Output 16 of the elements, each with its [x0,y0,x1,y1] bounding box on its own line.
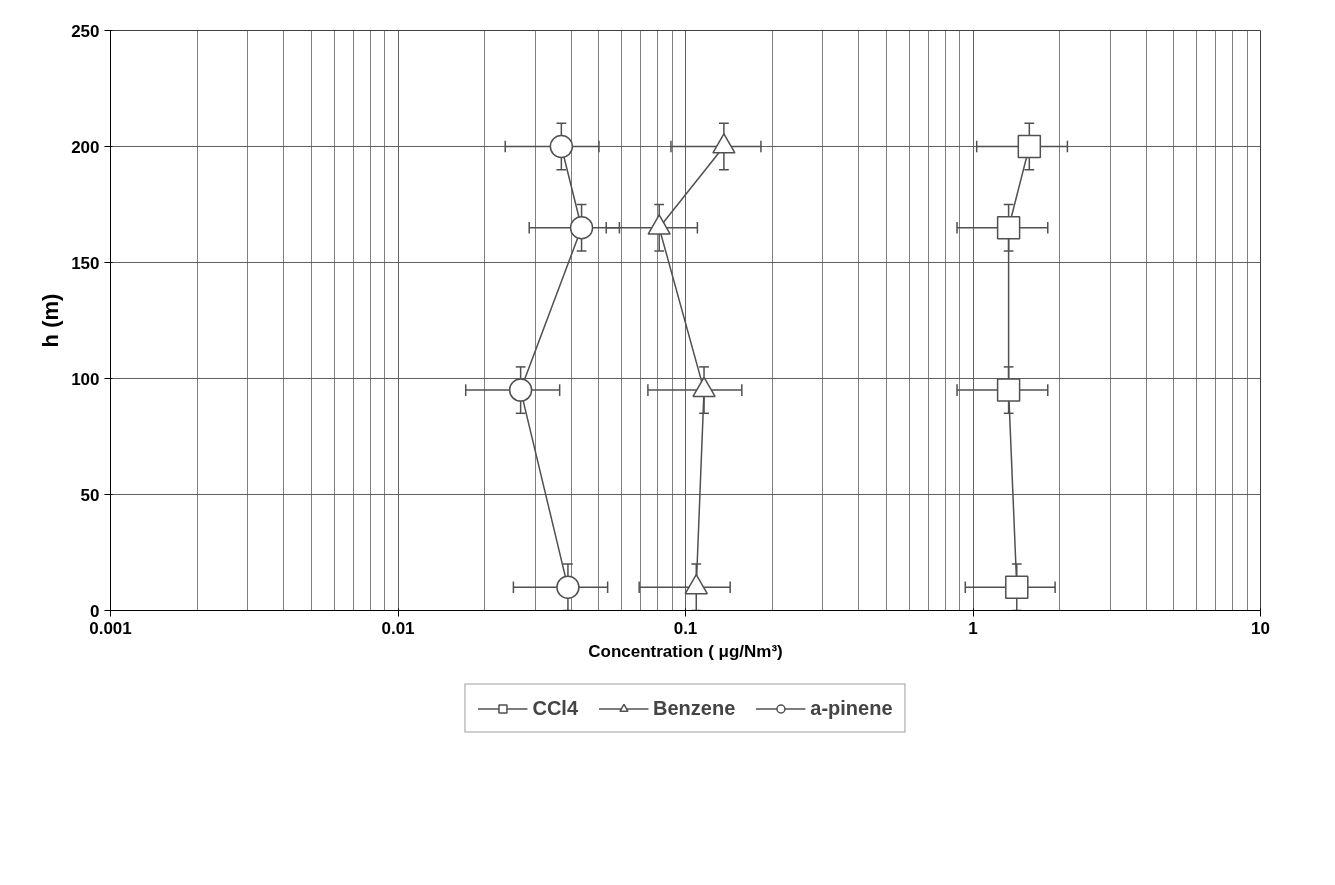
legend-label: Benzene [653,696,736,720]
y-tick-label: 100 [71,369,100,389]
x-tick-label: 0.1 [673,618,698,638]
y-axis-title: h (m) [38,293,64,348]
y-tick-label: 250 [71,21,100,41]
y-tick-label: 200 [71,137,100,157]
y-tick-label: 150 [71,253,100,273]
x-tick-label: 0.01 [381,618,415,638]
legend-label: a-pinene [810,696,893,720]
y-tick-label: 50 [80,485,100,505]
x-tick-label: 0.001 [89,618,132,638]
y-tick-label: 0 [90,601,100,621]
legend-label: CCl4 [532,696,579,720]
x-tick-label: 1 [968,618,978,638]
x-tick-label: 10 [1251,618,1270,638]
x-axis-title: Concentration ( μg/Nm³) [588,641,783,661]
